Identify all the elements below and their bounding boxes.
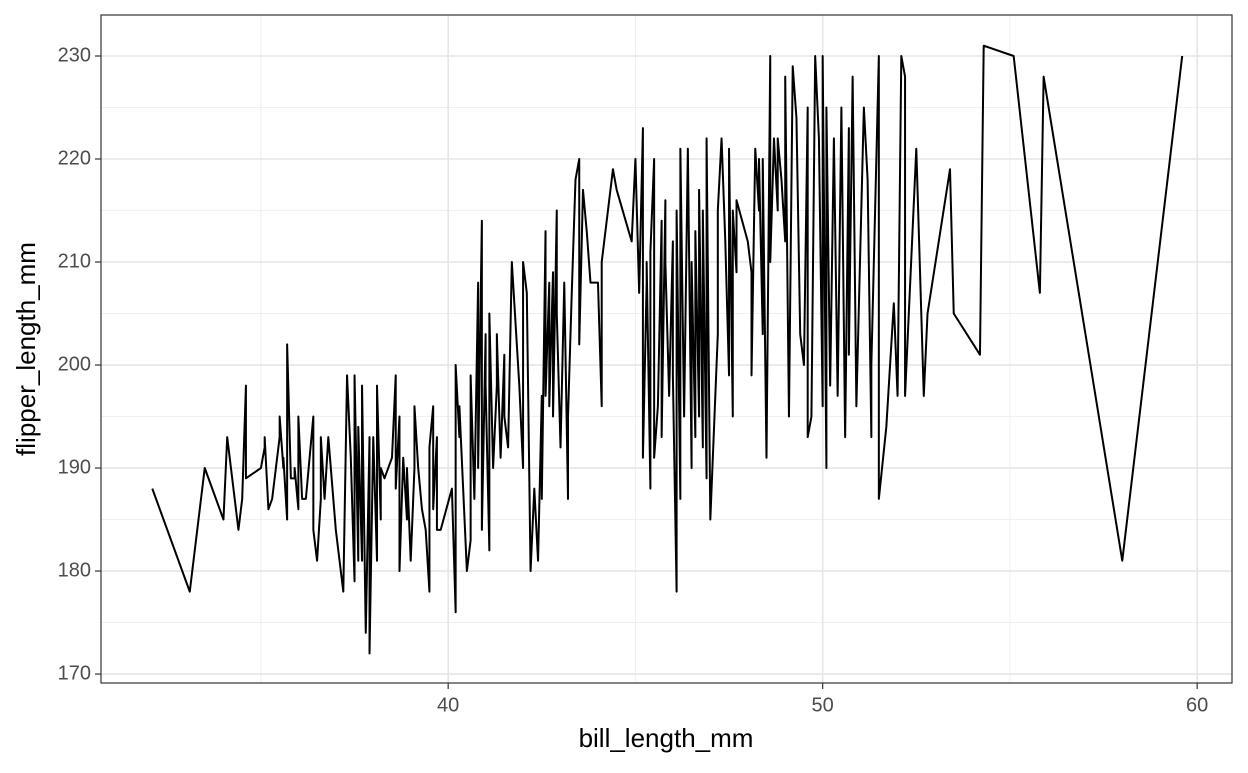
x-tick-label: 40	[437, 694, 459, 716]
data-line	[151, 44, 1184, 655]
y-tick-label: 190	[58, 456, 91, 478]
y-tick-label: 180	[58, 559, 91, 581]
y-axis-title: flipper_length_mm	[11, 242, 41, 456]
axes: 40 50 60 170 180 190 200 210 220 230	[58, 44, 1209, 716]
x-tick-label: 60	[1186, 694, 1208, 716]
x-axis-title: bill_length_mm	[579, 723, 754, 753]
y-tick-label: 220	[58, 147, 91, 169]
y-tick-label: 170	[58, 662, 91, 684]
y-tick-label: 200	[58, 353, 91, 375]
y-tick-label: 230	[58, 44, 91, 66]
y-tick-label: 210	[58, 250, 91, 272]
x-tick-label: 50	[812, 694, 834, 716]
panel-border	[100, 14, 1233, 684]
plot-lines	[151, 44, 1184, 655]
